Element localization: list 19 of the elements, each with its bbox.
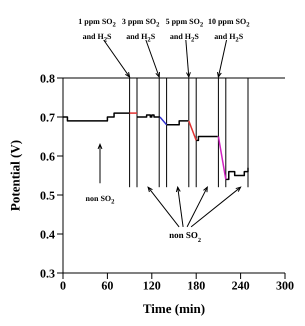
x-tick-label: 240	[232, 278, 250, 293]
y-tick-label: 0.6	[40, 149, 55, 164]
x-tick-label: 60	[101, 278, 114, 293]
text: 5 ppm SO$_{2}$ and H$_{2}$S	[166, 17, 204, 44]
text: 10 ppm SO$_{2}$ and H$_{2}$S	[208, 17, 250, 44]
y-tick-label: 0.4	[40, 227, 55, 242]
y-tick-label: 0.3	[40, 266, 55, 280]
annotation: non SO$_{2}$	[169, 230, 202, 244]
x-tick-label: 120	[142, 278, 161, 293]
text: 3 ppm SO$_{2}$ and H$_{2}$S	[122, 17, 160, 44]
y-tick-label: 0.7	[40, 110, 55, 124]
y-axis-title: Potential (V)	[8, 140, 23, 212]
annotation: non SO$_{2}$	[84, 193, 116, 208]
x-axis-title: Time (min)	[142, 301, 206, 316]
y-tick-label: 0.8	[40, 71, 55, 86]
x-tick-label: 0	[60, 278, 66, 293]
x-tick-label: 300	[276, 278, 294, 293]
x-tick-label: 180	[187, 278, 206, 293]
y-tick-label: 0.5	[40, 188, 55, 202]
